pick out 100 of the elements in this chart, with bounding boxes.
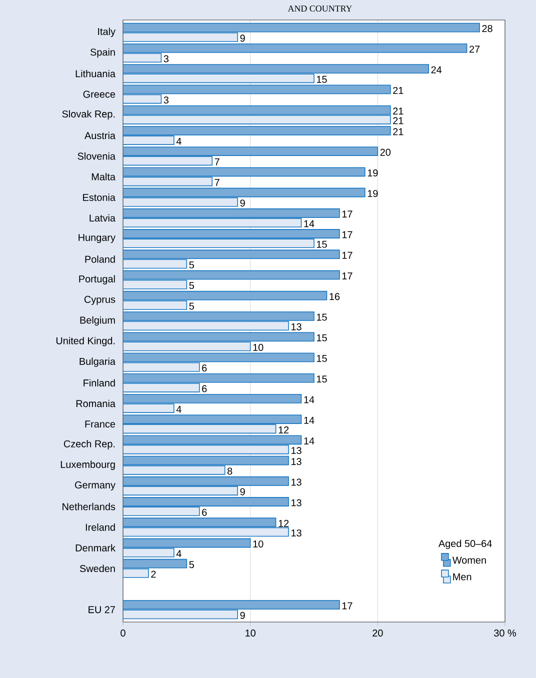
y-tick-label: Hungary (78, 234, 116, 243)
data-label: 12 (278, 520, 289, 527)
data-label: 21 (393, 108, 404, 115)
data-label: 15 (316, 354, 327, 362)
x-tick-label: 20 (372, 630, 383, 637)
data-label: 13 (291, 458, 302, 466)
y-tick-label: Denmark (76, 544, 116, 552)
bar (123, 424, 276, 434)
bar (123, 352, 314, 362)
data-label: 17 (342, 252, 352, 259)
bar (123, 444, 289, 454)
data-label: 17 (342, 602, 352, 610)
y-tick-label: Slovak Rep. (62, 110, 115, 120)
data-label: 21 (393, 117, 404, 124)
bar (123, 114, 391, 124)
data-label: 15 (316, 240, 327, 248)
y-tick-label: Finland (84, 379, 115, 387)
bar (123, 84, 391, 94)
y-tick-label: Italy (98, 28, 116, 38)
y-tick-label: EU 27 (88, 606, 115, 614)
y-tick-label: Luxembourg (60, 460, 115, 470)
y-tick-label: France (85, 420, 116, 428)
y-tick-label: Romania (76, 400, 116, 408)
y-tick-label: Austria (84, 132, 116, 140)
y-tick-label: United Kingd. (56, 336, 115, 346)
legend-title: Aged 50–64 (438, 540, 492, 550)
data-label: 5 (189, 282, 194, 290)
data-label: 4 (176, 138, 182, 145)
chart-title: AND COUNTRY (288, 6, 352, 12)
data-label: 2 (151, 570, 156, 578)
data-label: 3 (164, 96, 168, 104)
data-label: 15 (316, 76, 327, 83)
bar (123, 105, 391, 115)
data-label: 9 (240, 612, 245, 619)
y-tick-label: Germany (75, 481, 116, 490)
data-label: 12 (278, 426, 289, 434)
y-tick-label: Netherlands (62, 502, 116, 510)
bar (123, 506, 200, 516)
y-tick-label: Belgium (80, 316, 115, 326)
data-label: 9 (240, 488, 245, 496)
x-tick-label: 30 % (494, 630, 516, 637)
data-label: 13 (291, 529, 302, 536)
y-tick-label: Estonia (83, 194, 116, 201)
bar (123, 290, 328, 300)
legend-label: Men (453, 573, 472, 580)
bar (123, 156, 213, 166)
data-label: 4 (176, 550, 182, 558)
data-label: 13 (291, 446, 302, 454)
bar (123, 538, 251, 548)
x-tick-label: 0 (120, 630, 126, 637)
bar (123, 167, 366, 177)
data-label: 15 (316, 314, 327, 321)
data-label: 19 (368, 169, 378, 176)
data-label: 5 (189, 561, 194, 568)
data-label: 14 (304, 220, 314, 228)
y-tick-label: Sweden (80, 564, 115, 572)
y-tick-label: Portugal (79, 275, 115, 284)
y-tick-label: Czech Rep. (64, 440, 115, 450)
data-label: 15 (316, 376, 327, 383)
data-label: 9 (240, 200, 245, 207)
data-label: 17 (342, 231, 352, 238)
bar (123, 548, 174, 558)
data-label: 10 (253, 344, 264, 351)
data-label: 21 (393, 86, 404, 94)
data-label: 13 (291, 323, 302, 330)
data-label: 3 (164, 55, 168, 62)
data-label: 27 (469, 46, 480, 53)
data-label: 7 (214, 158, 220, 166)
data-label: 6 (202, 385, 207, 392)
bar (123, 465, 226, 475)
bar (123, 476, 289, 486)
data-label: 6 (202, 508, 207, 516)
data-label: 28 (482, 25, 492, 32)
bar (123, 197, 238, 207)
data-label: 14 (304, 437, 314, 444)
data-label: 16 (330, 293, 340, 300)
bar (123, 373, 314, 383)
data-label: 14 (304, 416, 314, 424)
y-tick-label: Poland (85, 255, 115, 263)
bar (123, 176, 213, 186)
bar (123, 74, 314, 84)
data-label: 7 (214, 179, 220, 186)
y-tick-label: Spain (90, 48, 115, 58)
bar (123, 250, 340, 260)
data-label: 15 (316, 334, 327, 342)
y-tick-label: Latvia (90, 214, 116, 222)
bar (123, 527, 289, 537)
y-tick-label: Bulgaria (80, 358, 116, 367)
data-label: 4 (176, 406, 182, 413)
bar (123, 270, 340, 280)
data-label: 5 (189, 302, 194, 310)
data-label: 13 (291, 478, 302, 486)
data-label: 19 (368, 190, 378, 198)
y-tick-label: Slovenia (78, 152, 116, 160)
bar (123, 435, 302, 445)
bar (123, 518, 276, 528)
bar (123, 280, 188, 290)
y-tick-label: Malta (92, 173, 116, 180)
legend-label: Women (452, 556, 486, 564)
data-label: 21 (393, 128, 404, 136)
